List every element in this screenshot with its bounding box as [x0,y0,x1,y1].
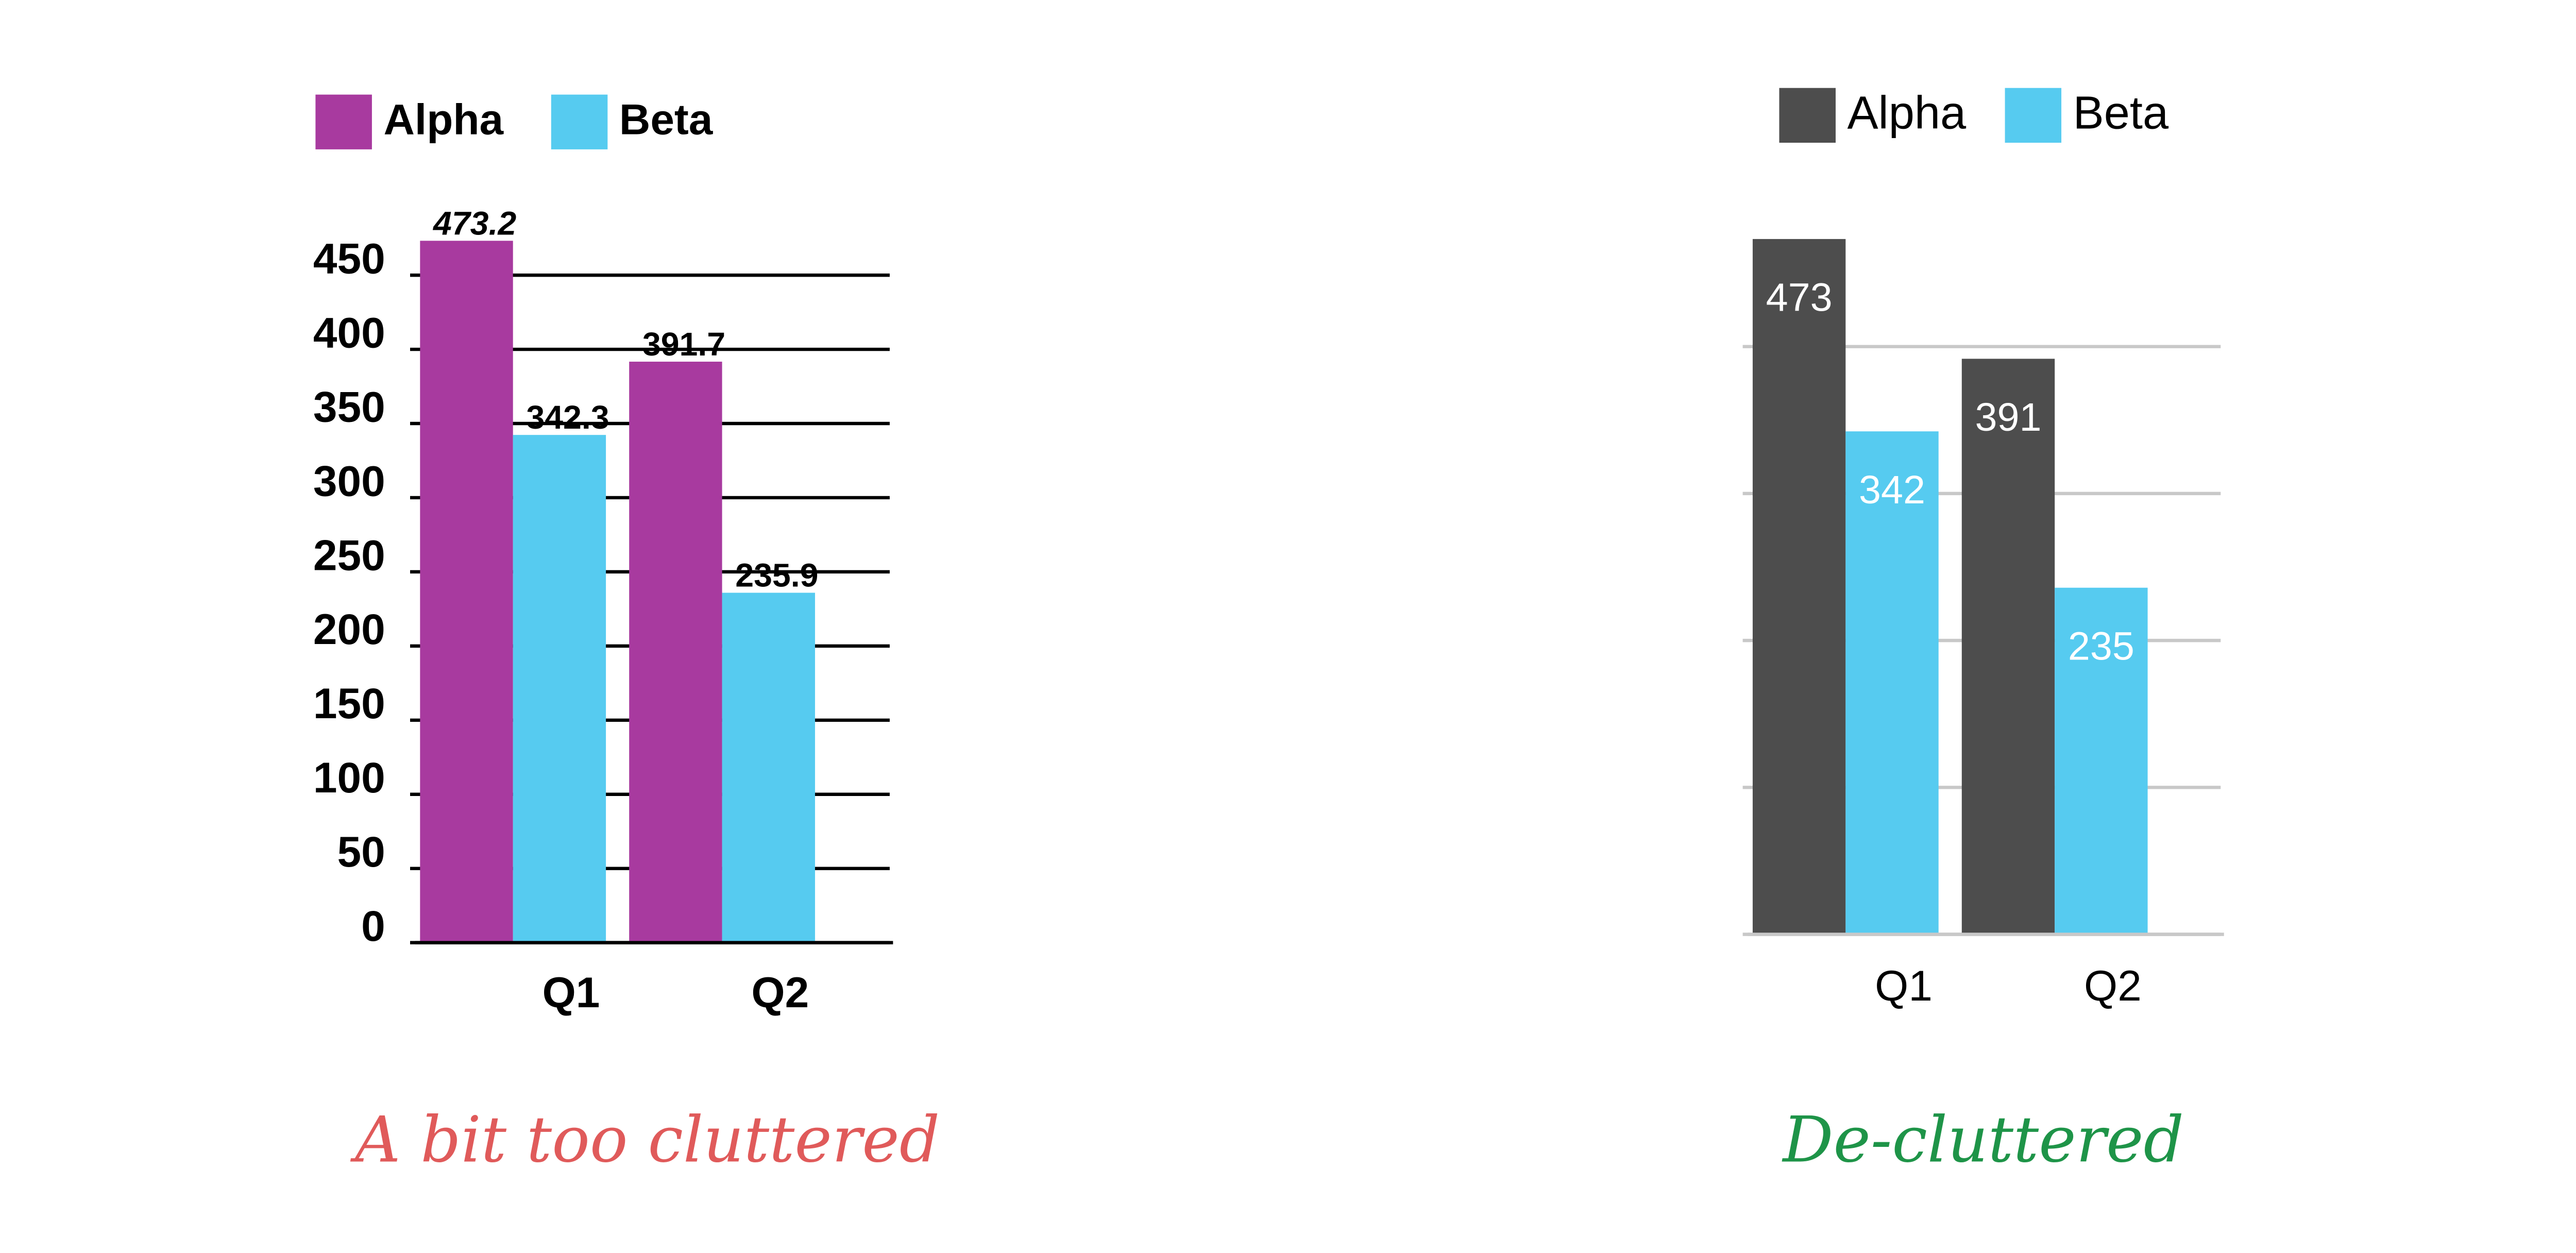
y-tick-label: 200 [313,605,385,653]
data-label: 342 [1859,468,1925,512]
legend-label: Beta [619,95,714,143]
y-tick-label: 350 [313,382,385,431]
data-label: 342.3 [526,399,609,436]
bar [1845,431,1939,935]
y-tick-label: 100 [313,753,385,802]
bar [1752,239,1846,935]
annotation: A bit too cluttered [350,1103,940,1176]
data-label: 473 [1766,276,1833,320]
y-tick-label: 400 [313,308,385,357]
legend-label: Alpha [383,95,504,143]
bar [513,435,606,943]
legend-swatch [2005,88,2062,143]
annotation: De-cluttered [1782,1103,2184,1176]
x-tick-label: Q2 [2084,961,2142,1010]
x-tick-label: Q1 [543,968,600,1017]
y-tick-label: 250 [313,531,385,579]
x-tick-label: Q2 [751,968,809,1017]
bar [722,592,815,943]
bar [1961,359,2055,935]
legend-label: Alpha [1848,87,1967,139]
legend-swatch [1779,88,1836,143]
data-label: 391.7 [642,326,725,363]
data-label: 391 [1975,395,2042,439]
data-label: 235.9 [735,557,818,594]
y-tick-label: 150 [313,679,385,727]
legend-swatch [315,94,372,149]
y-tick-label: 300 [313,456,385,505]
y-tick-label: 450 [313,234,385,282]
data-label: 473.2 [432,205,516,242]
y-tick-label: 50 [337,827,385,876]
bar [2055,587,2148,935]
legend-swatch [551,94,608,149]
data-label: 235 [2068,624,2134,668]
legend-label: Beta [2073,87,2169,139]
bar [629,361,722,943]
y-tick-label: 0 [361,902,385,950]
x-tick-label: Q1 [1875,961,1933,1010]
bar [420,241,513,943]
